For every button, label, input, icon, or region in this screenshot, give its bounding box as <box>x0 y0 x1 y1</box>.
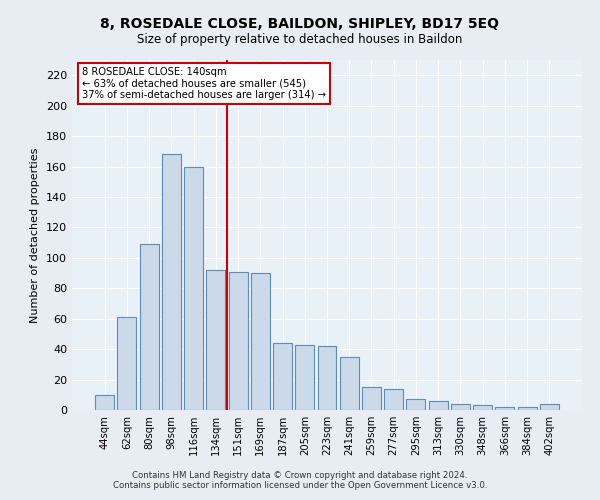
Bar <box>206 270 225 410</box>
Bar <box>317 346 337 410</box>
Bar <box>229 272 248 410</box>
Bar <box>451 404 470 410</box>
Bar <box>496 407 514 410</box>
Bar <box>162 154 181 410</box>
Bar <box>518 407 536 410</box>
Bar <box>251 273 270 410</box>
Bar <box>540 404 559 410</box>
Text: 8, ROSEDALE CLOSE, BAILDON, SHIPLEY, BD17 5EQ: 8, ROSEDALE CLOSE, BAILDON, SHIPLEY, BD1… <box>101 18 499 32</box>
Text: Contains HM Land Registry data © Crown copyright and database right 2024.
Contai: Contains HM Land Registry data © Crown c… <box>113 470 487 490</box>
Bar <box>295 344 314 410</box>
Text: 8 ROSEDALE CLOSE: 140sqm
← 63% of detached houses are smaller (545)
37% of semi-: 8 ROSEDALE CLOSE: 140sqm ← 63% of detach… <box>82 67 326 100</box>
Bar <box>340 356 359 410</box>
Text: Size of property relative to detached houses in Baildon: Size of property relative to detached ho… <box>137 32 463 46</box>
Y-axis label: Number of detached properties: Number of detached properties <box>31 148 40 322</box>
Bar <box>406 400 425 410</box>
Bar <box>384 388 403 410</box>
Bar <box>140 244 158 410</box>
Bar <box>118 317 136 410</box>
Bar <box>184 166 203 410</box>
Bar <box>273 343 292 410</box>
Bar <box>95 395 114 410</box>
Bar <box>473 406 492 410</box>
Bar <box>429 401 448 410</box>
Bar <box>362 387 381 410</box>
